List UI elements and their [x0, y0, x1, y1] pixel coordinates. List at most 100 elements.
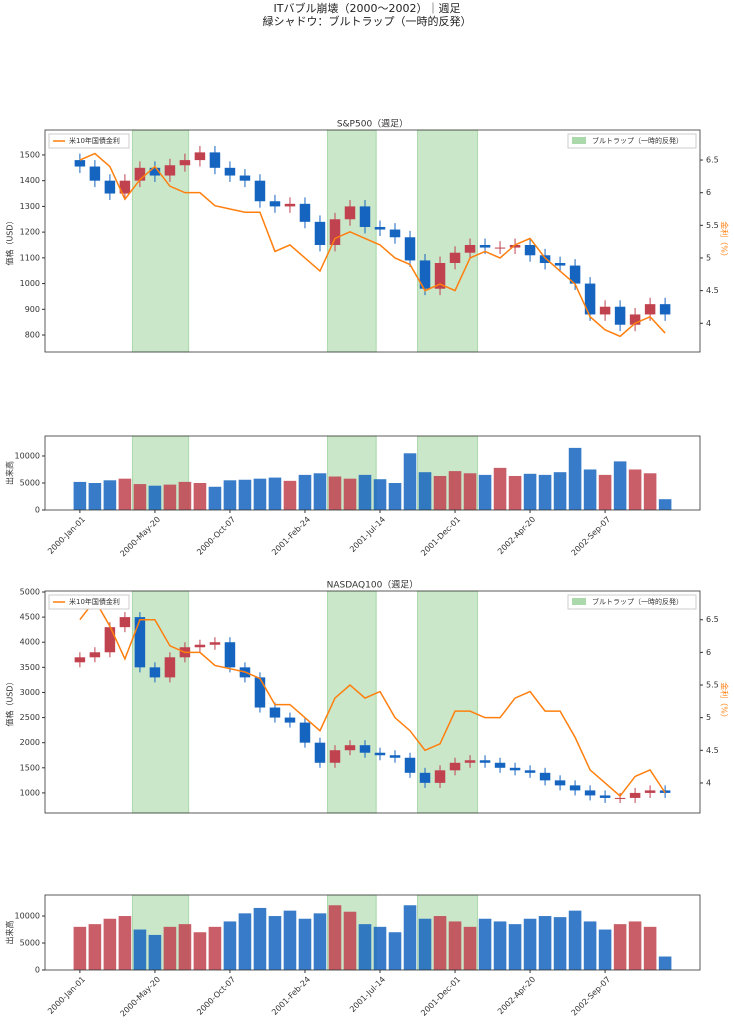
volume-bar: [358, 924, 372, 970]
candle-body: [359, 745, 371, 753]
y-tick-label: 5000: [20, 478, 40, 487]
volume-bar: [628, 469, 642, 510]
volume-bar: [403, 453, 417, 510]
y2-tick-label: 6.5: [706, 156, 719, 165]
x-tick-label: 2000-May-20: [118, 515, 162, 559]
axes-frame: [44, 435, 701, 511]
volume-bar: [463, 926, 477, 970]
volume-bar: [448, 921, 462, 970]
volume-bar: [133, 484, 147, 510]
candle-body: [299, 722, 311, 743]
candle-body: [584, 790, 596, 796]
rate-line: [79, 598, 666, 798]
candle-body: [539, 255, 551, 263]
volume-bar: [478, 474, 492, 510]
candle-body: [74, 160, 86, 167]
subplot-title: NASDAQ100（週足）: [327, 580, 419, 591]
volume-bar: [178, 481, 192, 510]
candle-body: [239, 175, 251, 181]
volume-bar: [508, 924, 522, 970]
volume-bar: [238, 479, 252, 510]
volume-bar: [478, 918, 492, 970]
legend: ブルトラップ（一時的反発）: [567, 594, 697, 610]
volume-bar: [313, 473, 327, 510]
volume-bar: [418, 918, 432, 970]
legend: 米10年国債金利: [48, 133, 130, 149]
volume-bar: [298, 474, 312, 510]
volume-bar: [283, 910, 297, 970]
candle-body: [464, 760, 476, 763]
candle-body: [89, 652, 101, 658]
candle-body: [599, 795, 611, 798]
candle-body: [629, 314, 641, 325]
candle-body: [299, 203, 311, 222]
x-tick-label: 2002-Apr-20: [496, 515, 537, 556]
y-axis-label: 価格（USD）: [5, 677, 15, 726]
volume-bar: [148, 485, 162, 510]
x-tick-label: 2001-Feb-24: [270, 515, 312, 557]
candle-body: [209, 152, 221, 168]
volume-bar: [643, 473, 657, 510]
volume-bar: [538, 474, 552, 510]
candle-body: [389, 755, 401, 758]
candle-body: [539, 772, 551, 781]
candle-body: [494, 762, 506, 768]
x-tick-label: 2001-Dec-01: [419, 975, 462, 1018]
y-tick-label: 3500: [20, 663, 40, 672]
volume-bar: [148, 934, 162, 970]
candle-body: [569, 265, 581, 284]
volume-bar: [433, 916, 447, 970]
x-tick-label: 2002-Sep-07: [570, 975, 613, 1018]
volume-bar: [568, 447, 582, 510]
volume-bar: [448, 471, 462, 510]
y-tick-label: 1300: [20, 202, 40, 211]
candle-body: [644, 304, 656, 315]
candle-body: [404, 237, 416, 261]
candle-body: [419, 772, 431, 783]
volume-bar: [223, 921, 237, 970]
volume-bar: [223, 480, 237, 510]
volume-bar: [283, 480, 297, 510]
bull-trap-shade: [417, 129, 479, 353]
volume-bar: [208, 926, 222, 970]
figure-subtitle: 緑シャドウ：ブルトラップ（一時的反発）: [263, 14, 472, 28]
candle-body: [284, 717, 296, 723]
volume-bar: [523, 473, 537, 510]
volume-bar: [268, 477, 282, 510]
candle-body: [524, 770, 536, 773]
bull-trap-shade: [131, 129, 190, 353]
subplot-title: S&P500（週足）: [337, 119, 408, 130]
candle-body: [104, 180, 116, 194]
y-axis-label: 出来高: [5, 461, 15, 485]
volume-bar: [583, 921, 597, 970]
candle-body: [134, 617, 146, 668]
x-tick-label: 2000-May-20: [118, 975, 162, 1019]
legend-box: [567, 594, 697, 610]
legend-label: 米10年国債金利: [69, 136, 120, 145]
candle-body: [509, 244, 521, 248]
y-tick-label: 1500: [20, 763, 40, 772]
y2-tick-label: 5.5: [706, 681, 719, 690]
y2-tick-label: 4: [706, 319, 711, 328]
y2-tick-label: 5: [706, 253, 711, 262]
volume-bar: [388, 932, 402, 970]
candle-body: [374, 226, 386, 230]
x-tick-label: 2002-Sep-07: [570, 515, 613, 558]
candle-body: [269, 201, 281, 207]
x-tick-label: 2001-Dec-01: [419, 515, 462, 558]
y-tick-label: 5000: [20, 588, 40, 597]
candle-body: [434, 262, 446, 289]
legend: 米10年国債金利: [48, 594, 130, 610]
x-tick-label: 2000-Jan-01: [46, 515, 87, 556]
volume-bar: [73, 481, 87, 510]
candle-body: [434, 770, 446, 783]
volume-bar: [268, 916, 282, 970]
y-tick-label: 800: [25, 331, 40, 340]
candle-body: [119, 617, 131, 628]
volume-bar: [163, 926, 177, 970]
volume-bar: [658, 499, 672, 510]
y2-tick-label: 6.5: [706, 615, 719, 624]
y2-axis-label: 金利（%）: [720, 221, 730, 261]
candle-body: [209, 642, 221, 645]
